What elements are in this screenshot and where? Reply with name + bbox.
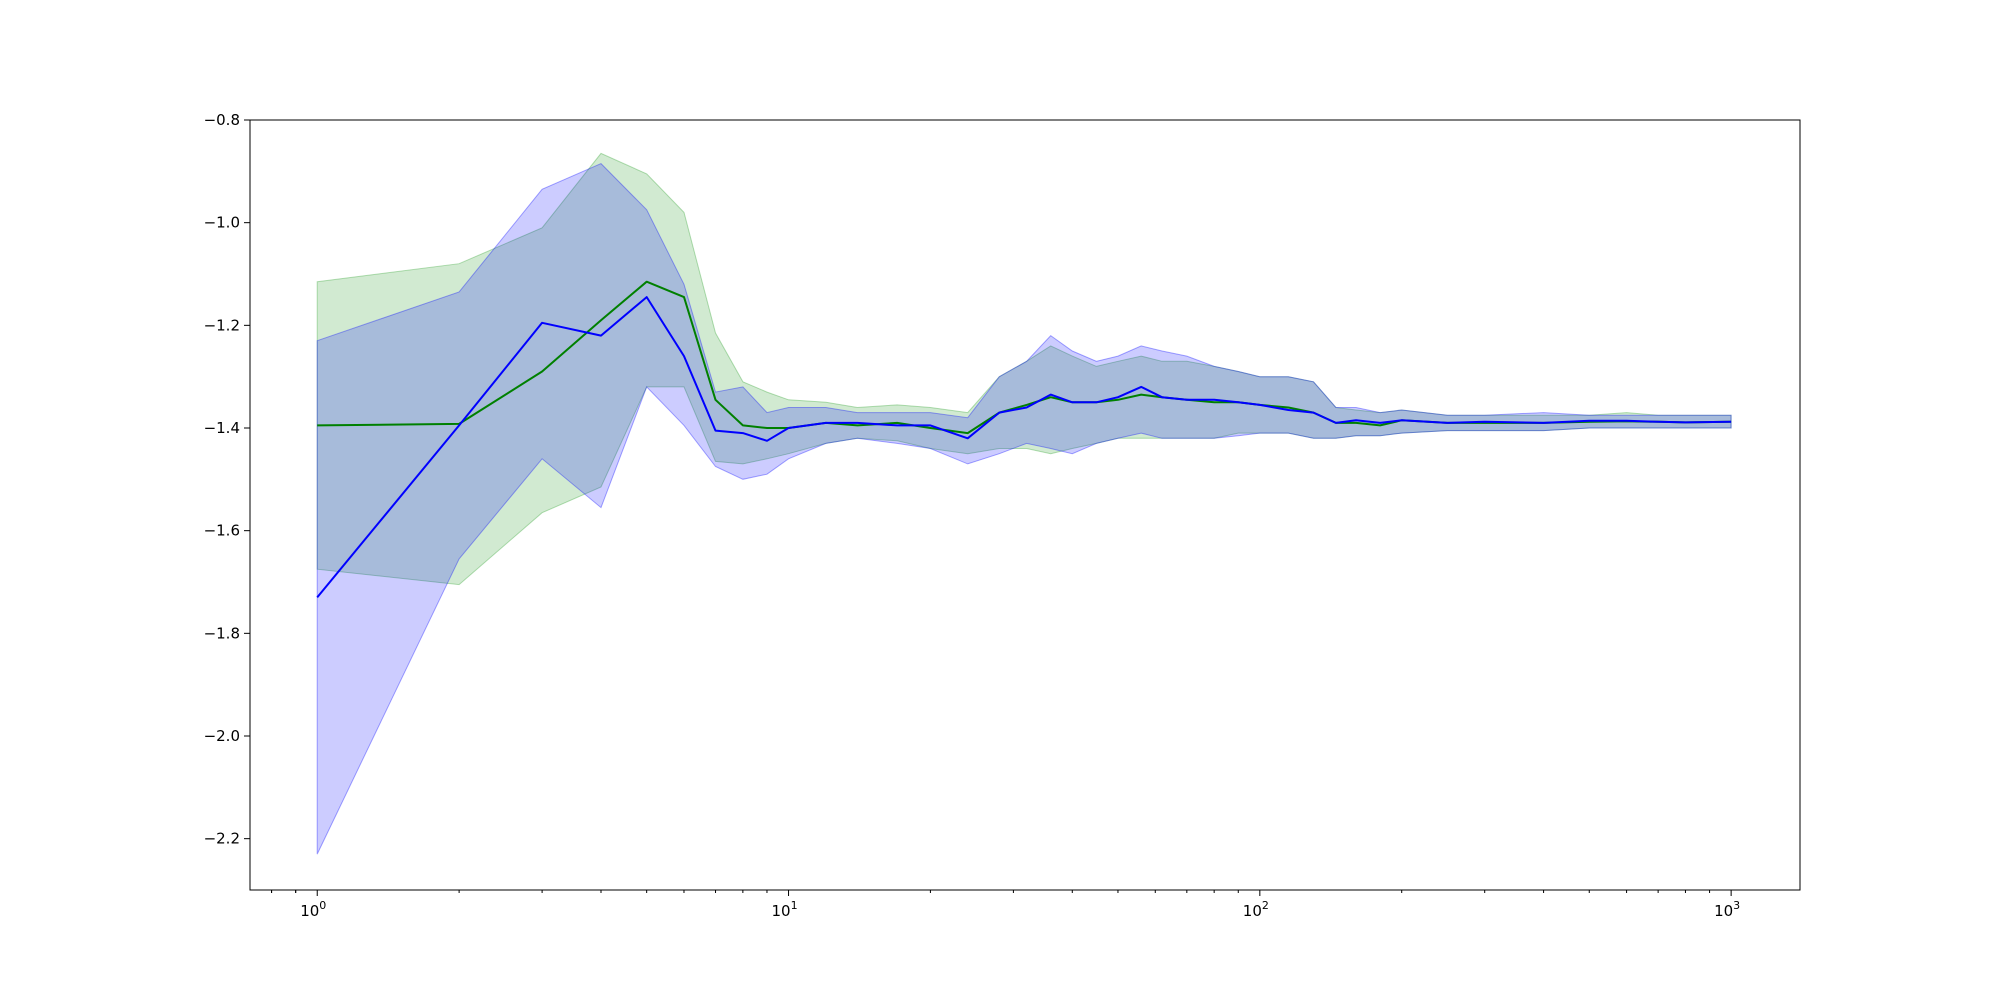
- x-tick-label-0: 100: [300, 899, 326, 920]
- plot-area: [316, 152, 1732, 855]
- x-tick-exponent-0: 0: [319, 899, 326, 912]
- x-tick-label-3: 103: [1714, 899, 1740, 920]
- y-tick-label-1: −1.0: [204, 214, 240, 232]
- y-tick-label-4: −1.6: [204, 522, 240, 540]
- x-tick-label-2: 102: [1243, 899, 1269, 920]
- x-tick-label-1: 101: [771, 899, 797, 920]
- x-axis: 100 101 102 103: [271, 890, 1740, 920]
- axes-frame: [249, 119, 1801, 891]
- y-tick-label-5: −1.8: [204, 624, 240, 642]
- y-tick-label-7: −2.2: [204, 830, 240, 848]
- x-tick-exponent-3: 3: [1733, 899, 1740, 912]
- y-tick-label-3: −1.4: [204, 419, 240, 437]
- y-axis: −0.8 −1.0 −1.2 −1.4 −1.6 −1.8 −2.0 −2.2: [204, 111, 250, 848]
- series-2-line: [316, 296, 1732, 599]
- x-tick-exponent-2: 2: [1262, 899, 1269, 912]
- y-tick-label-2: −1.2: [204, 316, 240, 334]
- series-1-band: [316, 152, 1732, 586]
- x-tick-exponent-1: 1: [791, 899, 798, 912]
- y-tick-label-0: −0.8: [204, 111, 240, 129]
- y-tick-label-6: −2.0: [204, 727, 240, 745]
